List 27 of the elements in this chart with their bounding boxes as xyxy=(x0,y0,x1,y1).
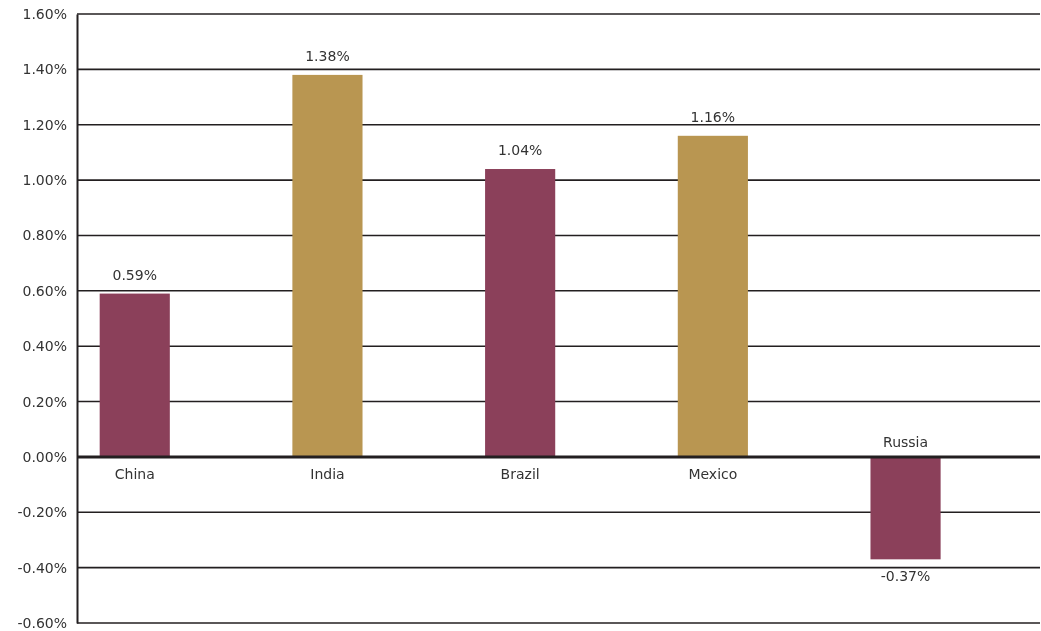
y-tick-label: 0.20% xyxy=(22,393,67,410)
bar xyxy=(99,293,170,457)
bar xyxy=(677,135,748,457)
y-tick-label: 0.80% xyxy=(22,227,67,244)
y-tick-label: 1.60% xyxy=(22,5,67,22)
x-tick-label: Mexico xyxy=(688,466,738,483)
y-tick-label: 0.40% xyxy=(22,338,67,355)
y-tick-label: -0.40% xyxy=(17,559,67,576)
data-label: 1.16% xyxy=(690,108,736,125)
y-tick-label: 0.00% xyxy=(22,448,67,465)
data-label: 0.59% xyxy=(112,266,157,283)
y-tick-label: -0.60% xyxy=(17,614,67,631)
bar xyxy=(870,456,941,560)
x-tick-label: China xyxy=(114,466,155,483)
y-tick-label: 1.00% xyxy=(22,172,67,189)
x-tick-label: India xyxy=(310,466,345,483)
data-label: 1.04% xyxy=(497,142,543,159)
bar xyxy=(485,169,556,457)
x-tick-label: Russia xyxy=(883,433,929,450)
x-tick-label: Brazil xyxy=(500,466,540,483)
bar xyxy=(292,74,363,457)
data-label: 1.38% xyxy=(305,47,350,64)
y-tick-label: 0.60% xyxy=(22,282,67,299)
data-label: -0.37% xyxy=(880,568,931,585)
y-tick-label: 1.40% xyxy=(22,61,67,78)
y-tick-label: 1.20% xyxy=(22,116,67,133)
y-tick-label: -0.20% xyxy=(17,504,67,521)
